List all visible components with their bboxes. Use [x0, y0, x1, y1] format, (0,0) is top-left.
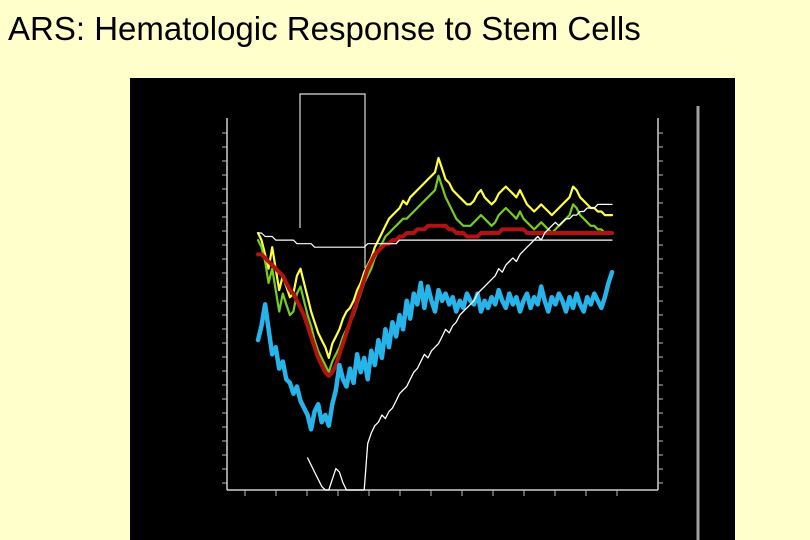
series-line-yellow: [256, 156, 614, 359]
chart-panel: [130, 78, 735, 540]
series-layer: [255, 156, 615, 491]
series-line-blue: [255, 269, 615, 432]
hematologic-response-chart: [222, 93, 700, 540]
series-line-white_top: [257, 232, 613, 248]
slide-title: ARS: Hematologic Response to Stem Cells: [8, 10, 641, 47]
top-bracket: [299, 93, 366, 106]
series-line-white_bottom: [306, 203, 613, 491]
series-line-red: [256, 223, 614, 378]
axis-ticks: [222, 132, 663, 496]
